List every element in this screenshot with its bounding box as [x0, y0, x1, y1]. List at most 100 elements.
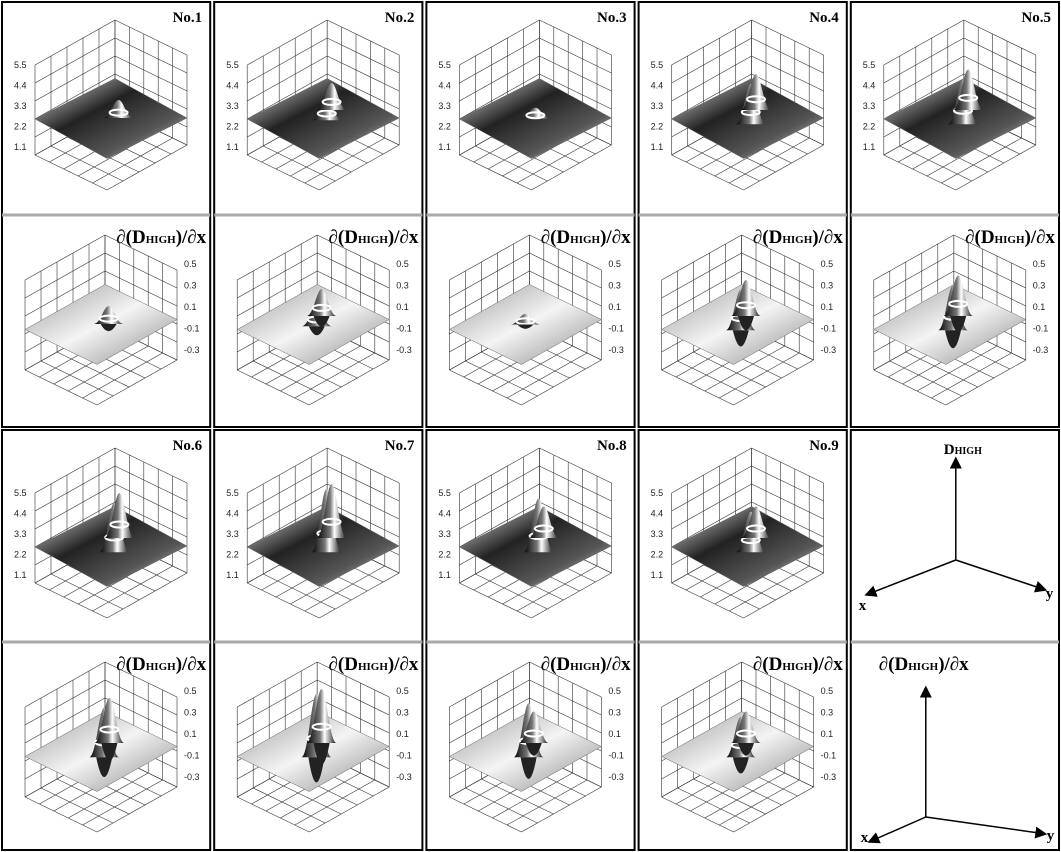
derivative-label: ∂(DHIGH)/∂x: [329, 654, 419, 675]
z-tick-label: 5.5: [226, 488, 239, 498]
label-part: ∂(D: [329, 227, 358, 248]
z-tick-label: -0.1: [608, 751, 624, 761]
z-tick-label: -0.1: [821, 324, 837, 334]
grid-line: [672, 583, 744, 618]
derivative-label: ∂(DHIGH)/∂x: [329, 227, 419, 248]
z-tick-label: -0.1: [821, 751, 837, 761]
label-part: ∂(D: [116, 227, 145, 248]
z-tick-label: 0.1: [184, 302, 197, 312]
grid-line: [247, 155, 319, 190]
axis-label: DHIGH: [944, 442, 982, 458]
grid-line: [742, 253, 814, 288]
panel-title: No.6: [173, 438, 203, 454]
grid-line: [247, 583, 319, 618]
z-tick-label: 2.2: [14, 122, 27, 132]
grid-line: [309, 787, 389, 832]
grid-line: [752, 466, 824, 501]
grid-line: [459, 20, 539, 65]
panel-title: No.8: [597, 438, 627, 454]
panel-frame: [851, 430, 1059, 850]
grid-line: [35, 20, 115, 65]
z-tick-label: -0.3: [396, 345, 412, 355]
grid-line: [317, 680, 389, 715]
z-tick-label: 5.5: [651, 488, 664, 498]
label-part: ∂(D: [116, 654, 145, 675]
label-part: HIGH: [146, 234, 176, 246]
z-tick-label: 2.2: [651, 122, 664, 132]
label-part: HIGH: [570, 234, 600, 246]
grid-line: [253, 361, 325, 396]
panel-frame: [2, 430, 210, 850]
derivative-label: ∂(DHIGH)/∂x: [116, 654, 206, 675]
grid-line: [678, 788, 750, 823]
label-part: )/∂x: [388, 227, 419, 248]
derivative-label: ∂(DHIGH)/∂x: [753, 654, 843, 675]
panel-frame: [426, 430, 634, 850]
z-tick-label: 5.5: [226, 60, 239, 70]
z-tick-label: 0.1: [184, 729, 197, 739]
z-tick-label: 3.3: [651, 529, 664, 539]
z-tick-label: 0.3: [608, 708, 621, 718]
grid-line: [734, 360, 814, 405]
grid-line: [309, 360, 389, 405]
grid-line: [884, 155, 956, 190]
grid-line: [964, 38, 1036, 73]
label-part: HIGH: [782, 234, 812, 246]
z-tick-label: 0.3: [608, 281, 621, 291]
derivative-label: ∂(DHIGH)/∂x: [879, 654, 969, 675]
z-tick-label: 4.4: [438, 509, 451, 519]
z-tick-label: 3.3: [226, 101, 239, 111]
z-tick-label: 0.1: [608, 729, 621, 739]
z-tick-label: 0.1: [396, 729, 409, 739]
z-tick-label: -0.1: [608, 324, 624, 334]
grid-line: [35, 583, 107, 618]
label-part: ∂(D: [541, 654, 570, 675]
grid-line: [327, 38, 399, 73]
grid-line: [672, 466, 752, 511]
label-part: HIGH: [955, 446, 982, 457]
z-tick-label: 2.2: [226, 122, 239, 132]
grid-line: [41, 788, 113, 823]
grid-line: [459, 38, 539, 83]
derivative-label: ∂(DHIGH)/∂x: [965, 227, 1055, 248]
z-tick-label: 1.1: [651, 142, 664, 152]
z-tick-label: -0.3: [821, 772, 837, 782]
z-tick-label: -0.3: [184, 772, 200, 782]
z-tick-label: 0.1: [396, 302, 409, 312]
axis-label: x: [859, 598, 867, 614]
z-tick-label: 5.5: [863, 60, 876, 70]
grid-line: [946, 360, 1026, 405]
label-part: ∂(D: [965, 227, 994, 248]
grid-line: [521, 360, 601, 405]
axis-label: x: [861, 830, 869, 846]
grid-line: [317, 253, 389, 288]
axis: [956, 560, 1046, 590]
z-tick-label: 4.4: [14, 509, 27, 519]
z-tick-label: 2.2: [14, 550, 27, 560]
axis-label: y: [1046, 586, 1054, 602]
z-tick-label: 1.1: [14, 570, 27, 580]
z-tick-label: 2.2: [438, 550, 451, 560]
label-part: D: [944, 442, 955, 458]
label-part: ∂(D: [879, 654, 908, 675]
z-tick-label: -0.1: [396, 751, 412, 761]
z-tick-label: 4.4: [438, 81, 451, 91]
figure: No.15.54.43.32.21.1∂(DHIGH)/∂x0.50.30.1-…: [0, 0, 1061, 852]
grid-line: [672, 20, 752, 65]
axis: [869, 817, 926, 842]
z-tick-label: 3.3: [226, 529, 239, 539]
z-tick-label: -0.3: [396, 772, 412, 782]
z-tick-label: 5.5: [438, 488, 451, 498]
grid-line: [672, 155, 744, 190]
grid-line: [662, 797, 734, 832]
z-tick-label: 3.3: [438, 101, 451, 111]
grid-line: [539, 38, 611, 73]
grid-line: [529, 680, 601, 715]
label-part: HIGH: [782, 661, 812, 673]
z-tick-label: 0.3: [396, 708, 409, 718]
z-tick-label: 4.4: [863, 81, 876, 91]
z-tick-label: 4.4: [651, 81, 664, 91]
z-tick-label: 3.3: [14, 529, 27, 539]
grid-line: [41, 361, 113, 396]
grid-line: [539, 466, 611, 501]
